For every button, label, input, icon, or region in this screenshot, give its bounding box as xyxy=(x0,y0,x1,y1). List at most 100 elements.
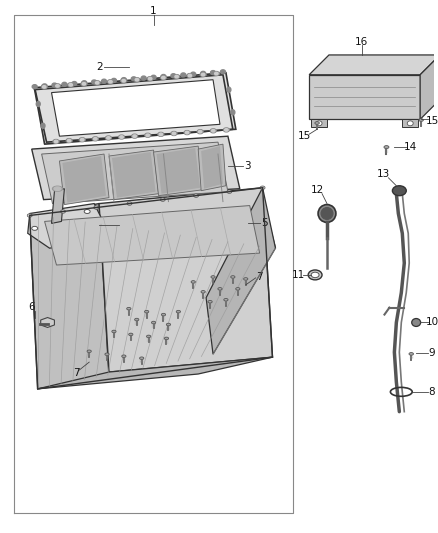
Ellipse shape xyxy=(129,333,133,336)
Polygon shape xyxy=(52,189,64,223)
Text: 16: 16 xyxy=(355,37,368,47)
Ellipse shape xyxy=(315,122,319,124)
Ellipse shape xyxy=(32,227,38,230)
Text: 3: 3 xyxy=(244,161,251,171)
Polygon shape xyxy=(32,136,240,200)
Ellipse shape xyxy=(106,136,111,140)
Polygon shape xyxy=(309,75,420,119)
Ellipse shape xyxy=(181,73,186,77)
Ellipse shape xyxy=(102,79,106,83)
Ellipse shape xyxy=(42,86,46,88)
Polygon shape xyxy=(35,73,236,142)
Ellipse shape xyxy=(54,187,61,190)
Ellipse shape xyxy=(147,77,153,80)
Ellipse shape xyxy=(236,288,240,290)
Polygon shape xyxy=(201,146,223,189)
Ellipse shape xyxy=(152,321,155,324)
Ellipse shape xyxy=(148,77,152,80)
Ellipse shape xyxy=(81,139,84,141)
Ellipse shape xyxy=(135,78,139,81)
Ellipse shape xyxy=(225,128,228,131)
Ellipse shape xyxy=(384,146,389,149)
Text: 8: 8 xyxy=(429,387,435,397)
Ellipse shape xyxy=(82,83,86,85)
Ellipse shape xyxy=(158,132,164,136)
Ellipse shape xyxy=(140,357,144,359)
Ellipse shape xyxy=(174,75,180,78)
Ellipse shape xyxy=(244,278,248,280)
Polygon shape xyxy=(28,204,104,248)
Ellipse shape xyxy=(94,81,100,85)
Ellipse shape xyxy=(32,85,37,88)
Ellipse shape xyxy=(56,85,59,87)
Ellipse shape xyxy=(87,350,91,352)
Text: 1: 1 xyxy=(150,6,157,17)
Ellipse shape xyxy=(201,74,205,76)
Text: 12: 12 xyxy=(311,185,324,195)
Polygon shape xyxy=(35,75,233,144)
Text: 15: 15 xyxy=(297,131,311,141)
Ellipse shape xyxy=(212,130,215,132)
Ellipse shape xyxy=(316,121,322,126)
Text: 10: 10 xyxy=(425,318,438,327)
Ellipse shape xyxy=(107,80,113,84)
Ellipse shape xyxy=(62,82,67,86)
Polygon shape xyxy=(112,152,155,198)
Ellipse shape xyxy=(141,76,146,80)
Ellipse shape xyxy=(42,84,47,88)
Ellipse shape xyxy=(184,131,190,134)
Text: 13: 13 xyxy=(377,169,390,179)
Ellipse shape xyxy=(201,290,205,293)
Text: 5: 5 xyxy=(261,219,268,229)
Ellipse shape xyxy=(211,70,215,75)
Ellipse shape xyxy=(321,207,333,220)
Ellipse shape xyxy=(122,355,126,358)
Polygon shape xyxy=(309,55,438,75)
Ellipse shape xyxy=(107,136,110,139)
Polygon shape xyxy=(420,55,438,119)
Polygon shape xyxy=(42,142,228,204)
Ellipse shape xyxy=(161,75,166,78)
Polygon shape xyxy=(402,119,418,127)
Ellipse shape xyxy=(151,75,156,79)
Ellipse shape xyxy=(131,77,136,81)
Ellipse shape xyxy=(231,110,235,115)
Ellipse shape xyxy=(122,79,125,82)
Ellipse shape xyxy=(227,190,232,193)
Ellipse shape xyxy=(407,121,413,126)
Ellipse shape xyxy=(213,71,219,76)
Ellipse shape xyxy=(166,323,170,326)
Text: 7: 7 xyxy=(256,272,263,282)
Ellipse shape xyxy=(84,209,90,214)
Ellipse shape xyxy=(260,186,265,189)
Text: 15: 15 xyxy=(425,116,438,126)
Ellipse shape xyxy=(94,206,99,209)
Ellipse shape xyxy=(224,298,228,301)
Ellipse shape xyxy=(82,81,87,85)
Polygon shape xyxy=(198,144,226,191)
Polygon shape xyxy=(154,146,203,196)
Ellipse shape xyxy=(54,140,58,143)
Ellipse shape xyxy=(210,129,216,133)
Ellipse shape xyxy=(197,130,203,134)
Ellipse shape xyxy=(134,78,140,82)
Ellipse shape xyxy=(132,134,138,138)
Polygon shape xyxy=(41,318,54,327)
Ellipse shape xyxy=(311,272,319,278)
Ellipse shape xyxy=(92,80,97,84)
Ellipse shape xyxy=(160,76,166,79)
Ellipse shape xyxy=(392,185,406,196)
Ellipse shape xyxy=(145,310,149,313)
Polygon shape xyxy=(109,150,159,200)
Ellipse shape xyxy=(215,72,218,75)
Ellipse shape xyxy=(419,119,424,122)
Polygon shape xyxy=(52,80,220,136)
Text: 2: 2 xyxy=(96,62,102,72)
Ellipse shape xyxy=(188,74,191,77)
Text: 9: 9 xyxy=(429,348,435,358)
Ellipse shape xyxy=(60,210,65,213)
Ellipse shape xyxy=(175,75,178,78)
Ellipse shape xyxy=(147,335,151,338)
Ellipse shape xyxy=(54,84,60,88)
Text: 4: 4 xyxy=(123,220,129,230)
